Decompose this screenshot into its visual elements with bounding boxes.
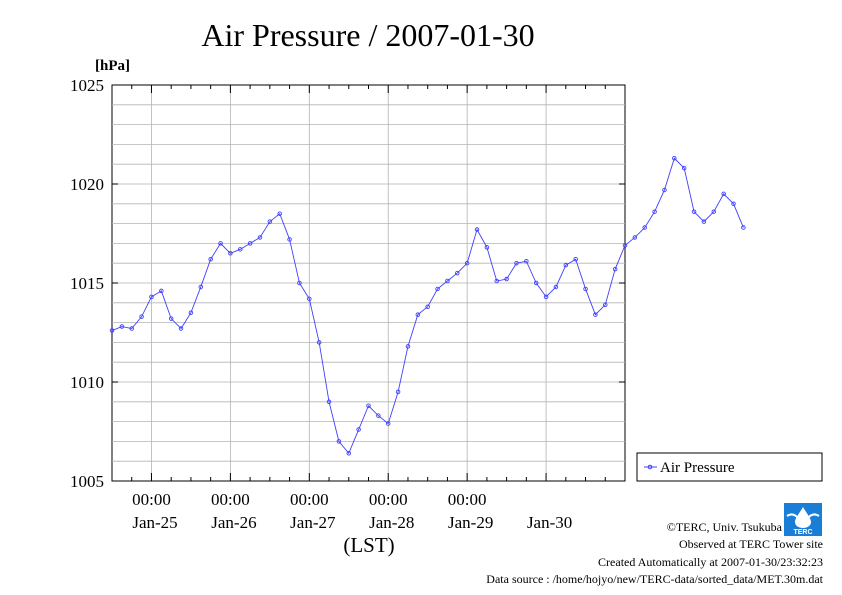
grid-lines xyxy=(112,85,625,481)
data-point xyxy=(701,219,707,224)
data-point xyxy=(336,439,342,444)
data-point xyxy=(731,201,736,207)
x-axis-ticks: 00:00 00:00 00:00 00:00 00:00 Jan-25 Jan-26 Jan… xyxy=(111,85,626,532)
data-point xyxy=(129,326,134,331)
data-point xyxy=(307,296,312,302)
x-time-label: 00:00 xyxy=(369,490,408,509)
data-point xyxy=(168,316,174,321)
data-point xyxy=(612,266,618,272)
data-point xyxy=(395,389,401,395)
x-date-label: Jan-30 xyxy=(527,513,572,532)
data-point xyxy=(297,280,302,286)
x-date-label: Jan-27 xyxy=(290,513,336,532)
data-point xyxy=(257,235,263,240)
data-point xyxy=(445,278,450,284)
x-time-label: 00:00 xyxy=(448,490,487,509)
data-point xyxy=(691,209,697,214)
x-time-label: 00:00 xyxy=(290,490,329,509)
data-point xyxy=(178,326,184,331)
terc-logo: TERC xyxy=(784,503,822,536)
y-axis-unit-label: [hPa] xyxy=(95,58,130,74)
data-point xyxy=(593,312,598,317)
data-point xyxy=(237,247,243,252)
x-date-label: Jan-28 xyxy=(369,513,414,532)
x-axis-label: (LST) xyxy=(343,533,394,557)
data-point xyxy=(563,262,569,268)
data-point xyxy=(188,310,194,315)
data-point xyxy=(316,340,322,345)
data-point xyxy=(652,209,657,214)
data-point xyxy=(139,314,144,319)
logo-text: TERC xyxy=(793,529,812,536)
series-line xyxy=(111,157,744,455)
data-point xyxy=(109,328,115,333)
data-point xyxy=(346,451,352,456)
data-point xyxy=(681,165,687,171)
data-point xyxy=(435,286,440,292)
data-point xyxy=(662,187,667,193)
data-point xyxy=(583,286,588,292)
observed-text: Observed at TERC Tower site xyxy=(679,537,823,551)
data-point xyxy=(119,324,125,329)
data-point xyxy=(228,251,233,256)
x-time-label: 00:00 xyxy=(211,490,250,509)
data-point xyxy=(603,302,608,308)
data-point xyxy=(474,227,480,232)
data-point xyxy=(415,312,421,317)
data-point xyxy=(464,260,470,266)
data-point xyxy=(455,270,460,276)
data-point xyxy=(405,344,411,349)
data-point xyxy=(553,284,559,290)
data-point xyxy=(208,256,213,262)
created-text: Created Automatically at 2007-01-30/23:3… xyxy=(598,555,823,569)
legend-entry-air-pressure: Air Pressure xyxy=(660,460,735,476)
data-point xyxy=(376,413,381,418)
data-point xyxy=(159,288,164,294)
data-point xyxy=(632,235,638,240)
x-date-label: Jan-29 xyxy=(448,513,493,532)
data-point xyxy=(149,294,154,300)
legend-marker xyxy=(647,464,653,470)
y-tick-label: 1015 xyxy=(70,274,104,293)
x-date-label: Jan-25 xyxy=(132,513,177,532)
data-point xyxy=(543,294,549,300)
y-tick-label: 1005 xyxy=(70,472,104,491)
data-point xyxy=(622,243,628,248)
data-point xyxy=(711,209,717,214)
y-tick-label: 1025 xyxy=(70,76,104,95)
data-point xyxy=(267,219,273,224)
data-source-text: Data source : /home/hojyo/new/TERC-data/… xyxy=(486,572,823,586)
chart-title: Air Pressure / 2007-01-30 xyxy=(201,17,534,53)
x-time-label: 00:00 xyxy=(132,490,171,509)
data-point xyxy=(287,237,292,242)
data-point xyxy=(247,241,253,246)
data-point xyxy=(573,256,578,262)
data-point xyxy=(277,211,282,216)
y-tick-label: 1010 xyxy=(70,373,104,392)
data-point xyxy=(218,241,223,246)
data-point xyxy=(484,245,490,250)
copyright-text: ©TERC, Univ. Tsukuba xyxy=(667,520,783,534)
data-point xyxy=(721,191,726,197)
data-point xyxy=(425,304,430,310)
data-point xyxy=(514,260,519,266)
data-point xyxy=(494,278,500,284)
data-point xyxy=(385,421,391,426)
y-tick-label: 1020 xyxy=(70,175,104,194)
data-point xyxy=(642,225,647,230)
x-date-label: Jan-26 xyxy=(211,513,256,532)
data-point xyxy=(198,284,204,290)
data-point xyxy=(326,399,332,405)
data-point xyxy=(366,403,371,409)
y-axis-ticks: 1005 1010 1015 1020 1025 xyxy=(70,76,625,491)
data-point xyxy=(504,276,509,282)
air-pressure-series xyxy=(109,156,746,456)
data-point xyxy=(524,258,529,264)
data-point xyxy=(741,225,746,230)
legend: Air Pressure xyxy=(636,452,823,482)
data-point xyxy=(533,280,539,286)
data-point xyxy=(672,156,677,161)
data-point xyxy=(356,427,361,432)
